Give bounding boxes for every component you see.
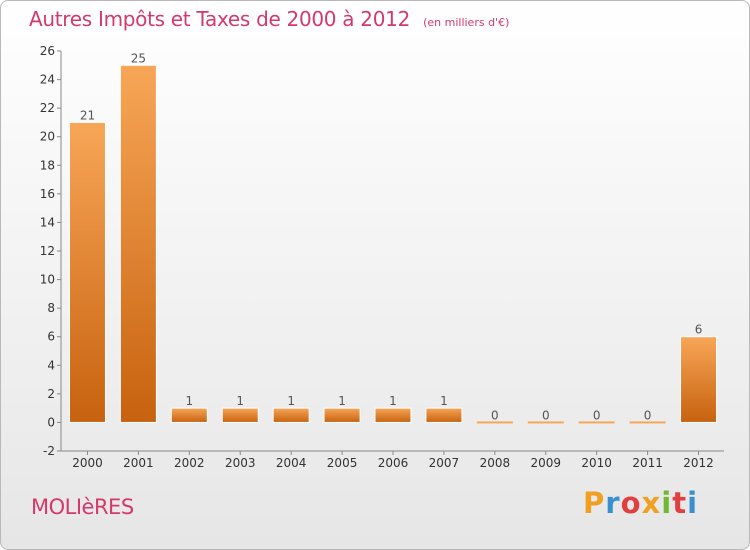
bar-zero (527, 421, 564, 424)
x-tick-label: 2000 (72, 456, 103, 470)
y-tick-label: 14 (40, 215, 55, 229)
data-label: 1 (236, 394, 244, 408)
data-label: 1 (287, 394, 295, 408)
x-tick-label: 2003 (225, 456, 256, 470)
y-tick-label: 12 (40, 244, 55, 258)
bar (425, 407, 463, 423)
bar (170, 407, 208, 423)
brand-logo: Proxiti (583, 486, 698, 520)
chart-subtitle: (en milliers d'€) (423, 16, 510, 29)
x-tick-label: 2002 (174, 456, 205, 470)
x-tick-label: 2001 (123, 456, 154, 470)
y-tick-label: 6 (47, 330, 55, 344)
data-label: 1 (185, 394, 193, 408)
data-labels-group: 21 25 1 1 1 1 1 1 0 0 0 0 6 (80, 51, 703, 422)
data-label: 0 (644, 408, 652, 422)
y-tick-label: 10 (40, 273, 55, 287)
brand-letter: i (661, 486, 673, 520)
data-label: 1 (440, 394, 448, 408)
y-tick-label: 20 (40, 130, 55, 144)
y-tick-label: 24 (40, 73, 55, 87)
brand-letter: r (605, 486, 621, 520)
y-tick-label: 8 (47, 301, 55, 315)
bar-zero (476, 421, 513, 424)
x-tick-label: 2005 (327, 456, 358, 470)
bar-zero (578, 421, 615, 424)
brand-letter: t (672, 486, 688, 520)
x-tick-label: 2008 (480, 456, 511, 470)
data-label: 0 (542, 408, 550, 422)
chart-title: Autres Impôts et Taxes de 2000 à 2012 (29, 7, 410, 31)
brand-letter: o (620, 486, 642, 520)
y-tick-label: 26 (40, 44, 55, 58)
y-tick-label: -2 (43, 444, 55, 458)
bar-zero (629, 421, 666, 424)
y-tick-label: 4 (47, 358, 55, 372)
brand-letter: x (641, 486, 662, 520)
y-tick-label: 2 (47, 387, 55, 401)
x-tick-label: 2010 (581, 456, 612, 470)
y-tick-label: 0 (47, 415, 55, 429)
bar (374, 407, 412, 423)
bars-group (68, 64, 718, 424)
bar (323, 407, 361, 423)
bar (68, 121, 106, 423)
title-block: Autres Impôts et Taxes de 2000 à 2012 (e… (29, 7, 509, 31)
x-tick-label: 2007 (429, 456, 460, 470)
bar (272, 407, 310, 423)
x-tick-label: 2004 (276, 456, 307, 470)
brand-letter: P (583, 486, 606, 520)
x-tick-label: 2006 (378, 456, 409, 470)
data-label: 1 (389, 394, 397, 408)
place-name: MOLIèRES (31, 495, 134, 519)
x-tick-label: 2012 (683, 456, 714, 470)
x-tick-label: 2011 (632, 456, 663, 470)
data-label: 0 (593, 408, 601, 422)
data-label: 21 (80, 108, 95, 122)
bar (119, 64, 157, 423)
y-tick-label: 18 (40, 158, 55, 172)
data-label: 0 (491, 408, 499, 422)
y-tick-label: 16 (40, 187, 55, 201)
y-tick-label: 22 (40, 101, 55, 115)
brand-letter: i (687, 486, 699, 520)
bar (221, 407, 259, 423)
x-tick-label: 2009 (530, 456, 561, 470)
data-label: 25 (131, 51, 146, 65)
data-label: 6 (695, 323, 703, 337)
data-label: 1 (338, 394, 346, 408)
bar (680, 336, 718, 423)
